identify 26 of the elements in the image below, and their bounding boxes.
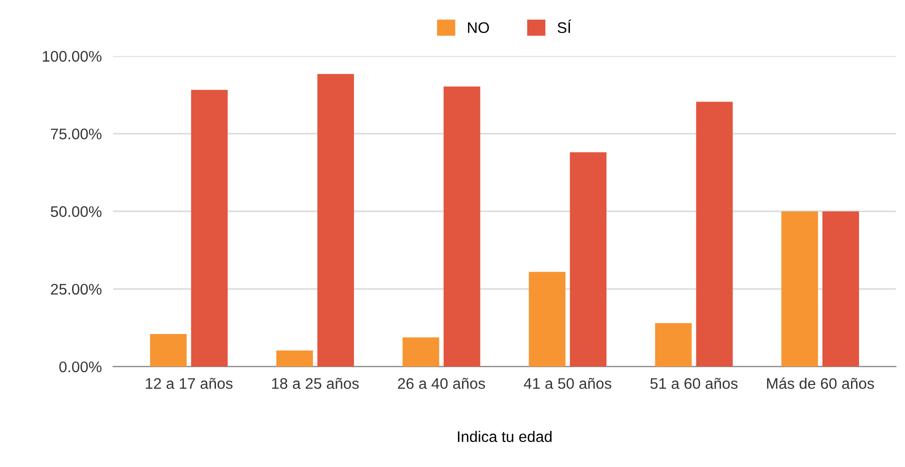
- bar: [150, 334, 187, 367]
- y-tick-label: 25.00%: [50, 284, 102, 295]
- bar: [822, 211, 860, 367]
- bar: [781, 211, 818, 367]
- y-tick-label: 100.00%: [42, 50, 102, 62]
- x-tick-label: 26 a 40 años: [398, 378, 486, 389]
- legend-label: NO: [468, 22, 489, 34]
- x-tick-label: 41 a 50 años: [524, 378, 612, 389]
- x-axis-title: Indica tu edad: [458, 430, 552, 442]
- y-tick-label: 75.00%: [50, 128, 102, 140]
- bar: [696, 102, 733, 367]
- bar: [528, 272, 566, 367]
- x-tick-label: 18 a 25 años: [272, 378, 359, 389]
- bar: [655, 323, 692, 367]
- bar: [317, 74, 354, 367]
- bar: [191, 90, 228, 367]
- bar: [570, 152, 606, 367]
- legend-label: SÍ: [558, 20, 572, 34]
- y-tick-label: 50.00%: [50, 206, 102, 218]
- y-tick-label: 0.00%: [59, 361, 102, 372]
- x-tick-label: 51 a 60 años: [650, 378, 738, 389]
- bar: [402, 337, 440, 367]
- bar: [444, 86, 480, 367]
- x-tick-label: 12 a 17 años: [146, 378, 233, 389]
- x-tick-label: Más de 60 años: [767, 378, 874, 389]
- bar: [276, 350, 313, 367]
